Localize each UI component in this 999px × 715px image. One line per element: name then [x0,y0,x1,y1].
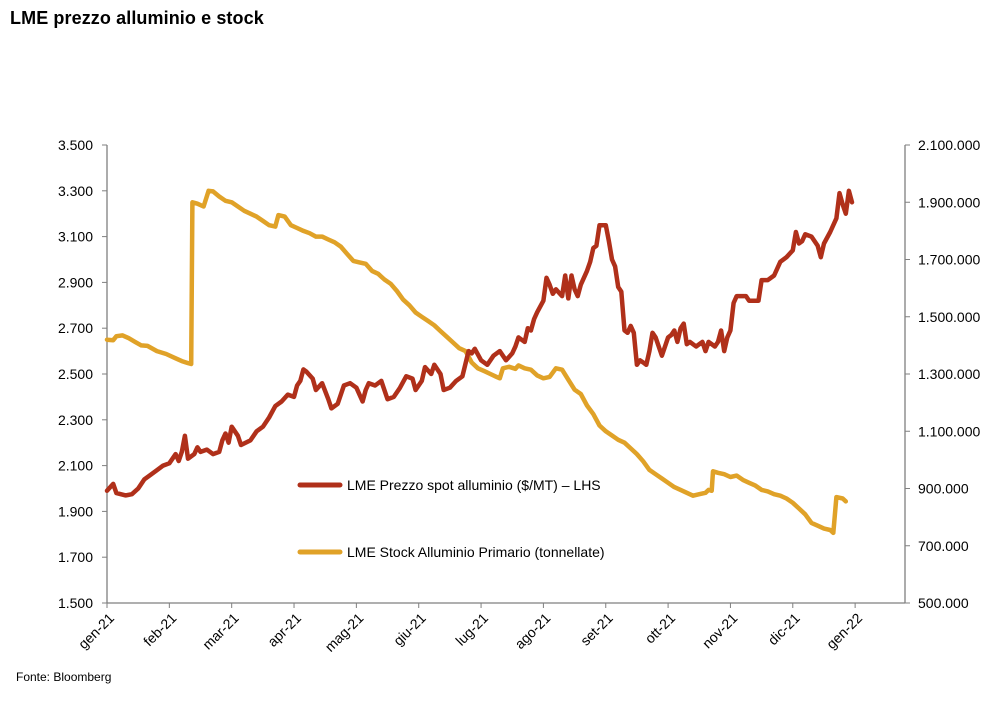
x-tick-label: giu-21 [390,610,429,649]
left-tick-label: 2.500 [58,366,93,382]
left-tick-label: 2.300 [58,412,93,428]
axes-group [102,144,910,608]
x-tick-label: nov-21 [699,610,741,652]
left-tick-label: 1.900 [58,503,93,519]
tick-labels-group: 1.500 1.700 1.900 2.100 2.300 2.500 2.700 2.900… [58,137,981,655]
x-tick-label: dic-21 [765,610,803,648]
series-line-stock [104,188,849,536]
right-tick-label: 1.300.000 [918,366,980,382]
x-tick-label: gen-22 [823,610,865,652]
right-tick-label: 1.900.000 [918,194,980,210]
x-tick-label: mag-21 [322,610,367,655]
legend-label-stock: LME Stock Alluminio Primario (tonnellate… [347,544,605,560]
series-lines-group [104,188,855,536]
left-tick-label: 3.300 [58,183,93,199]
right-tick-label: 500.000 [918,595,969,611]
series-line-price [104,188,855,498]
x-tick-label: gen-21 [75,610,117,652]
right-tick-label: 700.000 [918,538,969,554]
x-tick-label: set-21 [577,610,616,649]
left-tick-label: 2.700 [58,320,93,336]
left-tick-label: 3.500 [58,137,93,153]
right-tick-label: 1.700.000 [918,252,980,268]
x-tick-label: ott-21 [642,610,679,647]
left-tick-label: 2.100 [58,458,93,474]
right-tick-label: 900.000 [918,481,969,497]
chart-title: LME prezzo alluminio e stock [10,8,264,28]
right-tick-label: 2.100.000 [918,137,980,153]
x-tick-label: apr-21 [264,610,304,650]
source-note: Fonte: Bloomberg [16,670,112,684]
left-tick-label: 1.500 [58,595,93,611]
legend-label-price: LME Prezzo spot alluminio ($/MT) – LHS [347,477,601,493]
left-tick-label: 1.700 [58,549,93,565]
x-tick-label: feb-21 [140,610,180,650]
right-tick-label: 1.100.000 [918,423,980,439]
left-tick-label: 2.900 [58,274,93,290]
legend: LME Prezzo spot alluminio ($/MT) – LHS L… [297,477,605,560]
x-tick-label: ago-21 [511,610,553,652]
x-tick-label: mar-21 [199,610,242,653]
left-tick-label: 3.100 [58,229,93,245]
right-tick-label: 1.500.000 [918,309,980,325]
x-tick-label: lug-21 [452,610,491,649]
